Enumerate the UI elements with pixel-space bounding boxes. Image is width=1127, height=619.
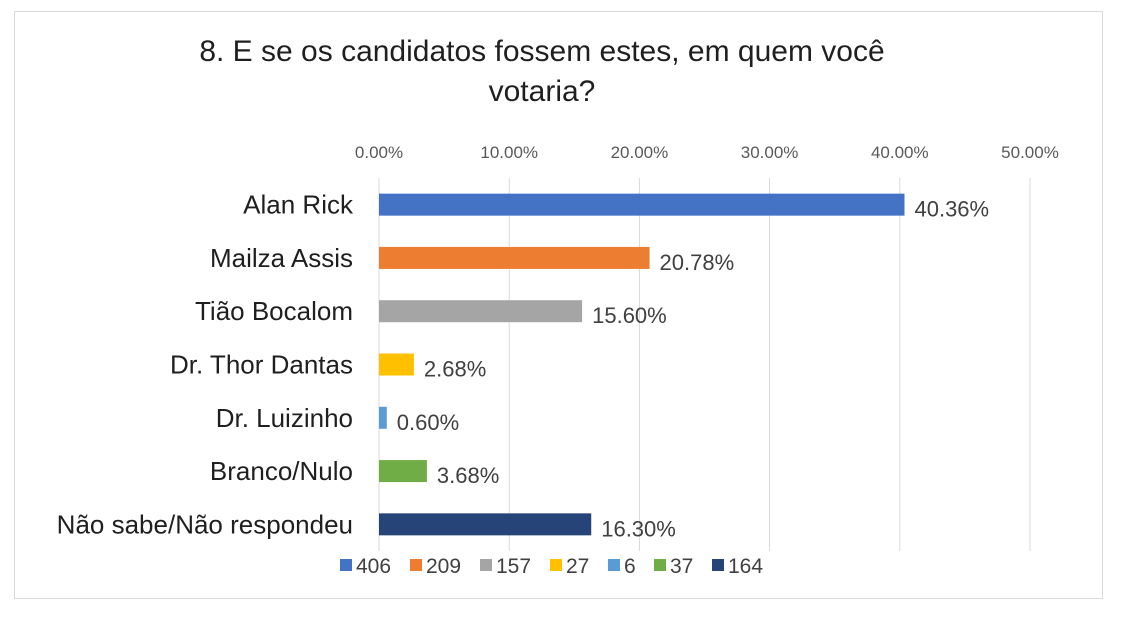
chart-title: 8. E se os candidatos fossem estes, em q… [0,32,1084,112]
chart-title-line-1: 8. E se os candidatos fossem estes, em q… [199,35,885,68]
category-label: Não sabe/Não respondeu [57,509,353,539]
legend-label: 406 [356,555,391,578]
bar [379,193,905,216]
x-tick-label: 40.00% [871,143,929,162]
legend-swatch [550,559,562,571]
legend-swatch [712,559,724,571]
x-tick-label: 10.00% [480,143,538,162]
x-tick-label: 20.00% [611,143,669,162]
category-label: Mailza Assis [210,243,353,273]
legend-swatch [410,559,422,571]
data-label: 40.36% [914,197,989,222]
data-label: 20.78% [660,250,735,275]
category-label: Alan Rick [243,190,354,220]
category-label: Dr. Thor Dantas [170,350,353,380]
bar [379,246,650,269]
category-label: Branco/Nulo [210,456,353,486]
legend-label: 27 [566,555,589,578]
x-tick-label: 50.00% [1001,143,1059,162]
data-label: 3.68% [437,463,499,488]
legend-label: 209 [426,555,461,578]
legend-label: 157 [496,555,531,578]
data-label: 0.60% [397,410,459,435]
bar [379,300,583,323]
x-tick-label: 30.00% [741,143,799,162]
legend-swatch [608,559,620,571]
legend-swatch [340,559,352,571]
x-tick-label: 0.00% [355,143,403,162]
category-label: Dr. Luizinho [216,403,353,433]
legend-label: 37 [670,555,693,578]
chart-title-line-2: votaria? [488,75,596,108]
legend-swatch [654,559,666,571]
bar [379,513,592,536]
category-label: Tião Bocalom [195,296,353,326]
data-label: 16.30% [601,516,676,541]
data-label: 2.68% [424,357,486,382]
bar [379,460,427,483]
bar [379,406,387,429]
data-label: 15.60% [592,303,667,328]
legend-label: 6 [624,555,636,578]
legend-label: 164 [728,555,763,578]
bar [379,353,414,376]
legend-swatch [480,559,492,571]
